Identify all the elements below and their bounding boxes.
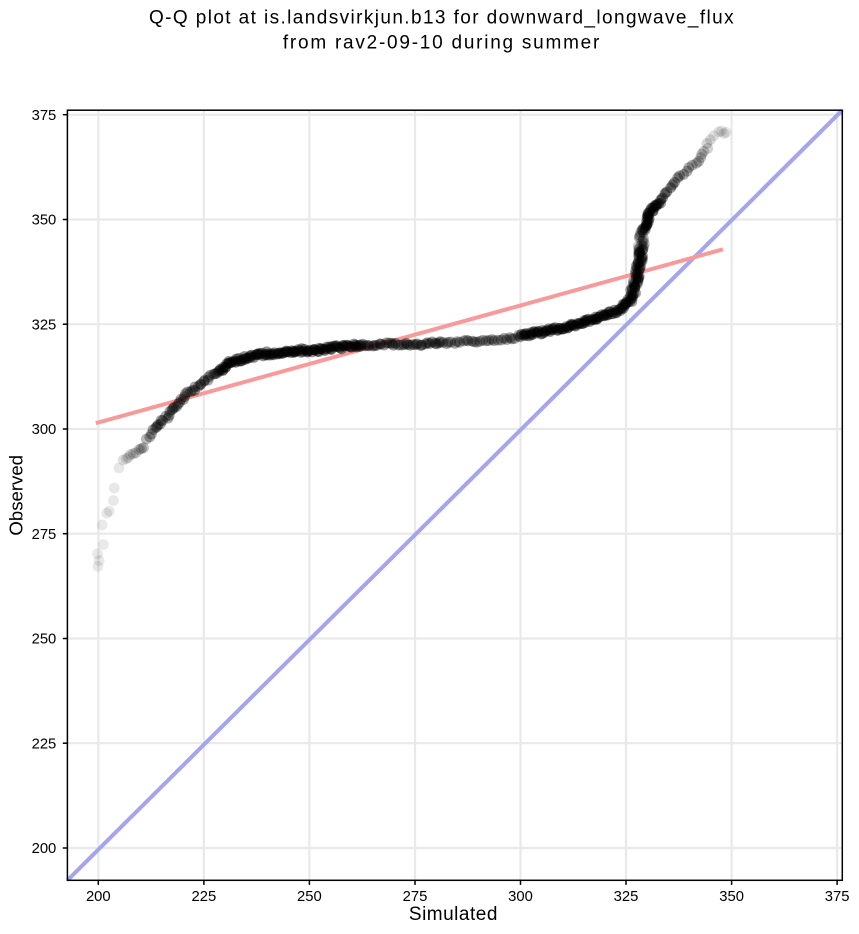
svg-text:375: 375 <box>825 889 850 905</box>
svg-text:Q-Q plot at is.landsvirkjun.b1: Q-Q plot at is.landsvirkjun.b13 for down… <box>149 8 735 29</box>
svg-text:275: 275 <box>32 527 57 543</box>
svg-text:Observed: Observed <box>6 455 27 536</box>
svg-text:325: 325 <box>32 317 57 333</box>
svg-text:200: 200 <box>86 889 111 905</box>
svg-text:300: 300 <box>508 889 533 905</box>
svg-text:325: 325 <box>614 889 639 905</box>
svg-text:250: 250 <box>32 632 57 648</box>
svg-text:225: 225 <box>192 889 217 905</box>
svg-text:from rav2-09-10 during summer: from rav2-09-10 during summer <box>283 32 601 53</box>
svg-text:350: 350 <box>719 889 744 905</box>
svg-text:350: 350 <box>32 213 57 229</box>
svg-text:375: 375 <box>32 108 57 124</box>
svg-text:275: 275 <box>403 889 428 905</box>
svg-text:300: 300 <box>32 422 57 438</box>
svg-text:225: 225 <box>32 736 57 752</box>
svg-text:250: 250 <box>297 889 322 905</box>
svg-text:Simulated: Simulated <box>409 904 498 925</box>
svg-text:200: 200 <box>32 841 57 857</box>
